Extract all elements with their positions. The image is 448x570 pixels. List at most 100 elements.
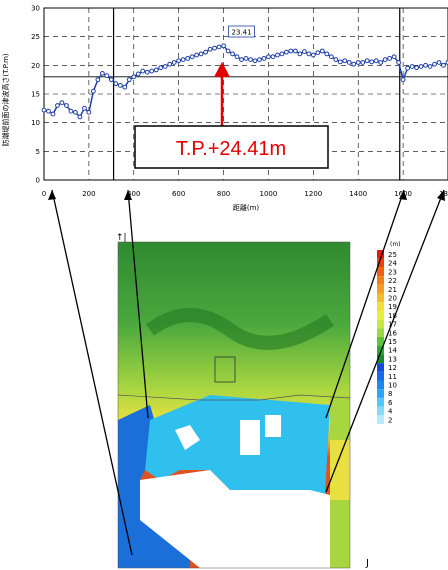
y-tick-label: 30 <box>31 5 40 13</box>
x-axis-label: 距離(m) <box>233 203 260 212</box>
data-point <box>64 103 69 108</box>
peak-label-box <box>228 25 255 38</box>
data-point <box>441 62 446 68</box>
data-point <box>73 109 78 115</box>
data-point <box>310 52 316 58</box>
legend-level: 4 <box>388 408 393 416</box>
data-point <box>216 44 222 50</box>
legend-level: 18 <box>388 312 397 320</box>
data-point <box>355 60 361 65</box>
data-point <box>301 49 307 54</box>
data-point <box>230 51 235 57</box>
y-axis-label: 防潮堤前面の津波高さ(T.P.m) <box>1 53 10 147</box>
legend-level: 13 <box>388 355 397 363</box>
data-point <box>427 64 433 69</box>
map-frame <box>117 241 351 569</box>
data-point <box>234 54 240 60</box>
legend-swatch <box>377 389 384 398</box>
x-tick-label: 800 <box>217 190 230 198</box>
data-point <box>373 58 379 64</box>
legend-swatch <box>377 354 384 364</box>
legend-level: 23 <box>388 268 397 276</box>
data-point <box>248 57 253 62</box>
legend-swatch <box>377 258 384 268</box>
data-point <box>95 77 101 83</box>
legend-level: 24 <box>388 260 397 268</box>
data-point <box>180 57 186 62</box>
building-3 <box>265 415 281 437</box>
data-point <box>346 60 352 65</box>
data-point <box>68 108 74 114</box>
data-point <box>414 65 419 71</box>
x-tick-label: 400 <box>127 190 140 198</box>
connector-left <box>51 189 133 556</box>
data-point <box>261 56 267 61</box>
left-water <box>118 405 190 568</box>
data-point <box>144 69 150 75</box>
data-point <box>239 57 244 62</box>
legend-swatch <box>377 276 384 285</box>
connector-right <box>325 189 445 493</box>
data-point <box>319 48 325 54</box>
data-point <box>405 65 411 71</box>
outline-building <box>214 356 236 383</box>
data-point <box>279 51 285 57</box>
legend-swatch <box>377 345 384 355</box>
data-point <box>266 54 271 60</box>
data-point <box>432 61 437 67</box>
data-point <box>82 105 87 111</box>
data-point <box>387 56 393 61</box>
data-point <box>126 77 132 83</box>
legend-level: 25 <box>388 251 397 259</box>
legend-swatch <box>377 397 384 407</box>
data-point <box>162 64 168 69</box>
data-point <box>391 54 397 60</box>
data-point <box>140 68 146 74</box>
y-tick-labels: 0 5 10 15 20 25 30 <box>31 5 40 185</box>
harbor-water <box>145 395 330 495</box>
callout: T.P.+24.41m <box>134 62 329 169</box>
building-1 <box>175 425 200 450</box>
data-point <box>50 111 56 117</box>
legend-level: 16 <box>388 329 397 337</box>
legend-swatch <box>377 328 384 337</box>
right-strip-yellow <box>330 440 350 500</box>
legend-level: 15 <box>388 338 397 346</box>
sea-blank <box>140 470 330 568</box>
data-point <box>207 46 213 52</box>
data-point <box>225 48 231 54</box>
data-point <box>328 54 334 60</box>
x-tick-label: 1400 <box>349 190 367 198</box>
data-point <box>46 108 51 114</box>
legend-swatch <box>377 371 384 381</box>
land-shade <box>145 308 334 350</box>
callout-text: T.P.+24.41m <box>176 138 286 160</box>
data-point <box>423 62 428 68</box>
legend-swatch <box>377 380 384 390</box>
data-point <box>108 77 114 83</box>
road-line <box>118 394 350 401</box>
legend-level: 22 <box>388 277 397 285</box>
data-point <box>86 109 92 115</box>
x-tick-label: 1200 <box>304 190 322 198</box>
data-point <box>324 51 330 57</box>
legend-swatch <box>377 319 384 329</box>
data-point <box>135 71 141 77</box>
x-tick-labels: 0200400600800100012001400160018 <box>42 190 448 198</box>
data-point <box>333 57 339 62</box>
y-tick-label: 20 <box>31 62 40 70</box>
y-tick-label: 10 <box>31 119 40 127</box>
legend-swatch <box>377 363 384 372</box>
legend-level: 14 <box>388 347 397 355</box>
data-point <box>409 64 415 69</box>
data-point <box>270 54 276 60</box>
legend-level: 2 <box>388 416 392 424</box>
data-point <box>418 64 424 69</box>
data-point <box>55 103 60 108</box>
legend-level: 21 <box>388 286 397 294</box>
legend-level: 10 <box>388 382 397 390</box>
data-point <box>104 73 110 79</box>
legend-level: 19 <box>388 303 397 311</box>
